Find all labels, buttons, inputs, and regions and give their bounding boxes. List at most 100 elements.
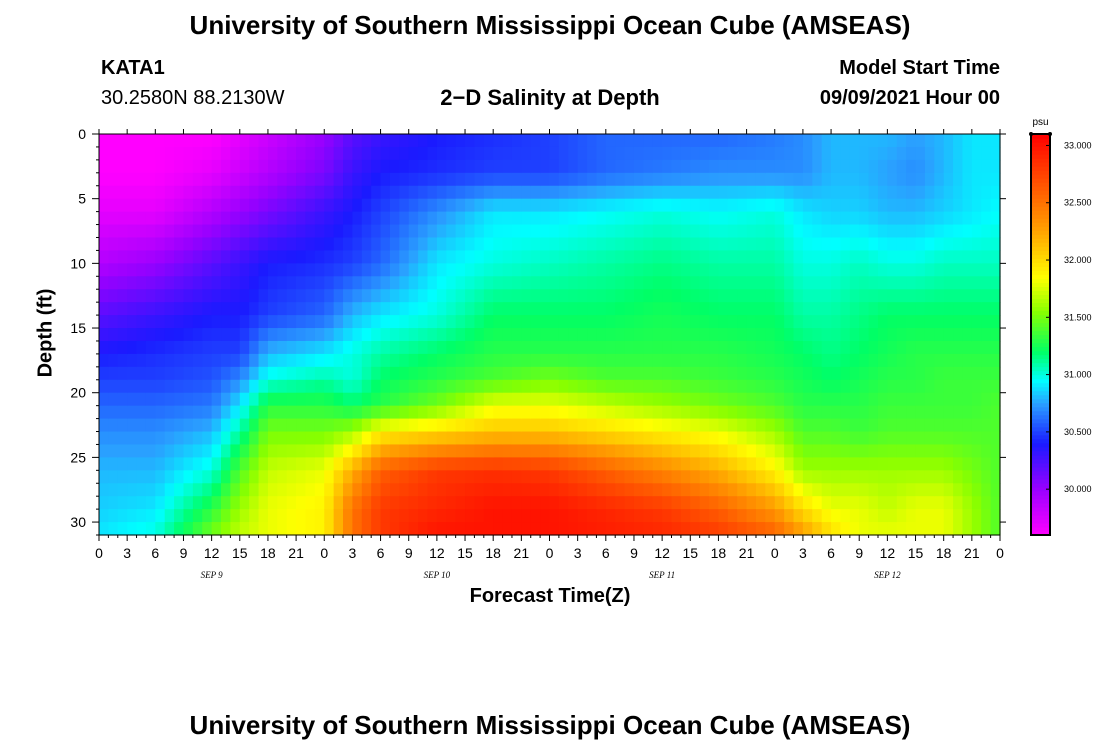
heatmap-cell	[812, 340, 823, 355]
heatmap-cell	[314, 340, 325, 355]
heatmap-cell	[680, 457, 691, 471]
heatmap-cell	[230, 250, 241, 264]
heatmap-cell	[530, 211, 541, 226]
heatmap-cell	[343, 353, 354, 368]
heatmap-cell	[296, 263, 307, 277]
heatmap-cell	[971, 263, 982, 277]
heatmap-cell	[511, 431, 522, 446]
heatmap-cell	[465, 340, 476, 355]
heatmap-cell	[343, 496, 354, 510]
heatmap-cell	[286, 185, 297, 200]
heatmap-cell	[662, 134, 673, 148]
heatmap-cell	[314, 353, 325, 368]
heatmap-cell	[389, 457, 400, 471]
heatmap-cell	[868, 250, 879, 264]
heatmap-cell	[934, 250, 945, 264]
heatmap-cell	[511, 353, 522, 368]
heatmap-cell	[821, 366, 832, 381]
heatmap-cell	[671, 224, 682, 239]
heatmap-cell	[633, 211, 644, 226]
heatmap-cell	[521, 263, 532, 277]
heatmap-cell	[821, 340, 832, 355]
heatmap-cell	[906, 470, 917, 484]
heatmap-cell	[258, 405, 269, 420]
heatmap-cell	[577, 198, 588, 213]
heatmap-cell	[145, 483, 156, 497]
heatmap-cell	[136, 315, 147, 329]
heatmap-layer	[99, 134, 1001, 536]
heatmap-cell	[802, 237, 813, 252]
heatmap-cell	[577, 289, 588, 303]
heatmap-cell	[324, 328, 335, 342]
heatmap-cell	[812, 353, 823, 368]
footer-title: University of Southern Mississippi Ocean…	[189, 710, 911, 740]
heatmap-cell	[549, 405, 560, 420]
colorbar-segment	[1031, 178, 1050, 183]
heatmap-cell	[906, 172, 917, 187]
heatmap-cell	[596, 159, 607, 174]
heatmap-cell	[493, 134, 504, 148]
colorbar-segment	[1031, 522, 1050, 528]
heatmap-cell	[821, 250, 832, 264]
heatmap-cell	[418, 276, 429, 290]
heatmap-cell	[305, 276, 316, 290]
heatmap-cell	[174, 237, 185, 252]
heatmap-cell	[709, 353, 720, 368]
heatmap-cell	[343, 185, 354, 200]
heatmap-cell	[605, 405, 616, 420]
heatmap-cell	[840, 315, 851, 329]
heatmap-cell	[145, 263, 156, 277]
heatmap-cell	[746, 522, 757, 536]
heatmap-cell	[812, 276, 823, 290]
heatmap-cell	[774, 211, 785, 226]
heatmap-cell	[436, 444, 447, 458]
heatmap-cell	[718, 379, 729, 394]
heatmap-cell	[399, 522, 410, 536]
heatmap-cell	[230, 315, 241, 329]
heatmap-cell	[859, 198, 870, 213]
heatmap-cell	[680, 509, 691, 523]
heatmap-cell	[605, 159, 616, 174]
heatmap-cell	[493, 302, 504, 316]
heatmap-cell	[521, 328, 532, 342]
heatmap-cell	[211, 146, 222, 161]
heatmap-cell	[915, 276, 926, 290]
heatmap-cell	[446, 509, 457, 523]
heatmap-cell	[971, 496, 982, 510]
heatmap-cell	[108, 185, 119, 200]
heatmap-cell	[877, 185, 888, 200]
heatmap-cell	[399, 159, 410, 174]
heatmap-cell	[296, 276, 307, 290]
heatmap-cell	[239, 134, 250, 148]
heatmap-cell	[474, 276, 485, 290]
heatmap-cell	[399, 328, 410, 342]
heatmap-cell	[821, 198, 832, 213]
heatmap-cell	[511, 250, 522, 264]
heatmap-cell	[915, 444, 926, 458]
heatmap-cell	[596, 431, 607, 446]
heatmap-cell	[624, 250, 635, 264]
heatmap-cell	[324, 444, 335, 458]
heatmap-cell	[540, 224, 551, 239]
heatmap-cell	[859, 211, 870, 226]
heatmap-cell	[727, 444, 738, 458]
heatmap-cell	[145, 250, 156, 264]
heatmap-cell	[530, 159, 541, 174]
heatmap-cell	[971, 366, 982, 381]
heatmap-cell	[859, 172, 870, 187]
heatmap-cell	[709, 185, 720, 200]
heatmap-cell	[840, 263, 851, 277]
heatmap-cell	[802, 496, 813, 510]
heatmap-cell	[145, 289, 156, 303]
heatmap-cell	[633, 328, 644, 342]
heatmap-cell	[887, 340, 898, 355]
heatmap-cell	[333, 496, 344, 510]
heatmap-cell	[221, 470, 231, 484]
heatmap-cell	[380, 405, 391, 420]
heatmap-cell	[840, 353, 851, 368]
heatmap-cell	[427, 496, 438, 510]
heatmap-cell	[737, 289, 748, 303]
heatmap-cell	[568, 302, 579, 316]
heatmap-cell	[877, 470, 888, 484]
